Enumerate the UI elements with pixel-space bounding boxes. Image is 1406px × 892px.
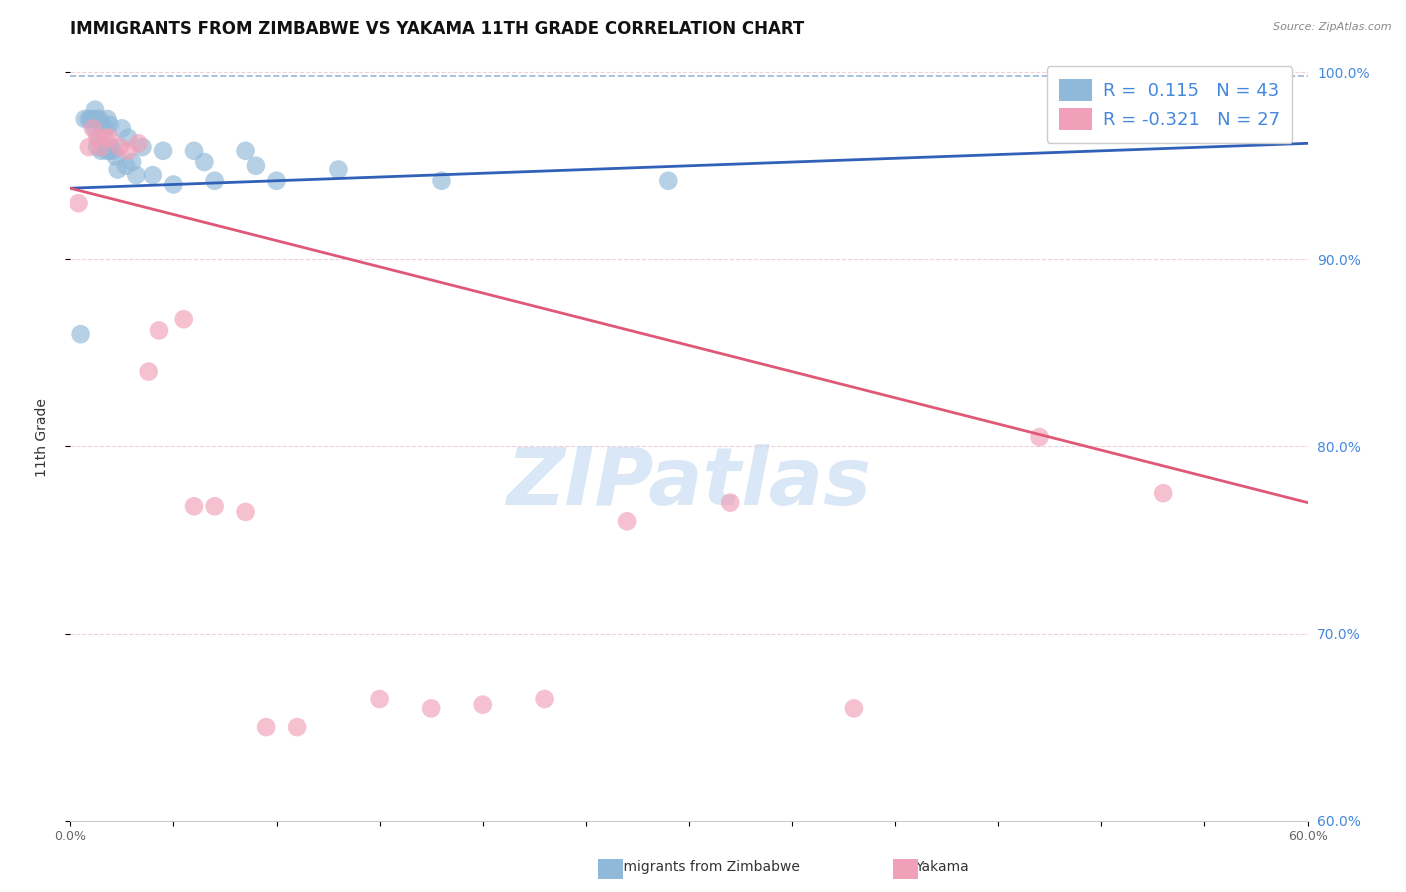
Point [96,112,118,126]
Point [131,140,153,154]
Point [86,112,108,126]
Point [616,514,638,528]
Point [152,144,174,158]
Point [718,495,741,509]
Text: IMMIGRANTS FROM ZIMBABWE VS YAKAMA 11TH GRADE CORRELATION CHART: IMMIGRANTS FROM ZIMBABWE VS YAKAMA 11TH … [70,21,804,38]
Point [90,144,112,158]
Text: Immigrants from Zimbabwe: Immigrants from Zimbabwe [606,860,800,874]
Point [94,130,117,145]
Point [1152,486,1174,500]
Point [69,327,91,342]
Point [235,505,257,519]
Point [162,178,184,192]
Y-axis label: 11th Grade: 11th Grade [35,398,49,476]
Point [89,130,111,145]
Point [193,155,215,169]
Point [77,140,100,154]
Point [245,159,267,173]
Point [80,112,103,126]
Text: ZIPatlas: ZIPatlas [506,444,872,522]
Point [90,118,112,132]
Point [98,118,121,132]
Point [98,130,121,145]
Point [254,720,277,734]
Point [235,144,257,158]
Point [183,500,205,514]
Point [90,140,112,154]
Point [142,168,165,182]
Point [104,149,127,163]
Point [285,720,308,734]
Point [86,140,108,154]
Point [471,698,494,712]
Point [107,162,129,177]
Point [117,130,139,145]
Point [173,312,195,326]
Point [82,121,104,136]
Point [98,144,121,158]
Point [138,365,160,379]
Point [328,162,350,177]
Point [183,144,205,158]
Point [115,159,138,173]
Point [103,144,125,158]
Point [91,140,114,154]
Point [430,174,453,188]
Point [125,168,148,182]
Point [100,140,122,154]
Point [842,701,865,715]
Point [420,701,443,715]
Point [204,174,226,188]
Point [117,144,139,158]
Point [111,121,134,136]
Point [96,144,118,158]
Point [266,174,288,188]
Point [73,112,96,126]
Point [77,112,100,126]
Point [1028,430,1050,444]
Point [86,130,108,145]
Point [121,155,143,169]
Legend: R =  0.115   N = 43, R = -0.321   N = 27: R = 0.115 N = 43, R = -0.321 N = 27 [1046,66,1292,143]
Point [89,112,111,126]
Text: Yakama: Yakama [915,860,969,874]
Point [94,140,117,154]
Point [84,121,107,136]
Point [657,174,679,188]
Text: Source: ZipAtlas.com: Source: ZipAtlas.com [1274,22,1392,32]
Point [127,136,149,151]
Point [108,140,131,154]
Point [204,500,226,514]
Point [94,121,117,136]
Point [67,196,90,211]
Point [148,323,170,337]
Point [533,692,555,706]
Point [82,112,104,126]
Point [368,692,391,706]
Point [84,103,107,117]
Point [91,121,114,136]
